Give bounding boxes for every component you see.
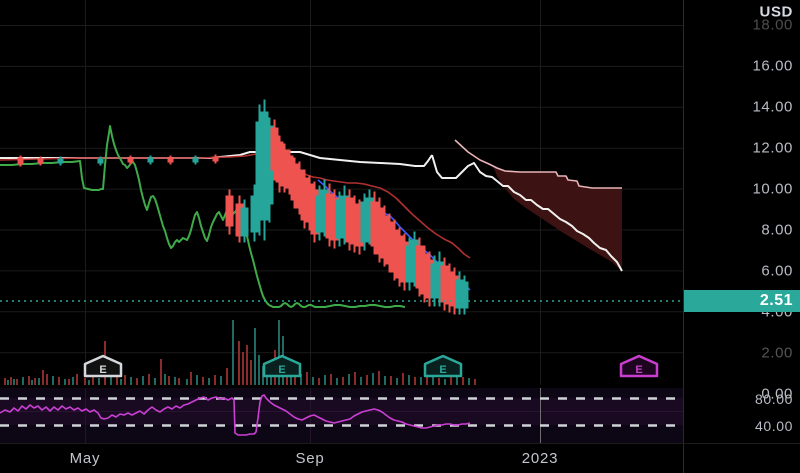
earnings-marker-4[interactable]: E <box>619 354 659 378</box>
price-tick-12: 12.00 <box>752 139 793 157</box>
axis-corner <box>683 443 800 473</box>
price-tick-8: 8.00 <box>761 221 793 239</box>
earnings-marker-label: E <box>278 364 285 376</box>
currency-unit-label: USD <box>759 3 793 21</box>
oscillator-svg[interactable] <box>0 388 683 443</box>
upper-overlay-line <box>0 152 471 259</box>
price-chart-svg[interactable]: E E E E <box>0 0 683 385</box>
earnings-marker-3[interactable]: E <box>423 354 463 378</box>
earnings-marker-2[interactable]: E <box>262 354 302 378</box>
earnings-marker-1[interactable]: E <box>83 354 123 378</box>
price-tick-0: 0.00 <box>761 385 793 403</box>
oscillator-tick-40: 40.00 <box>754 417 793 434</box>
earnings-marker-label: E <box>439 364 446 376</box>
price-tick-2: 2.00 <box>761 344 793 362</box>
oscillator-tick-80: 80.00 <box>754 390 793 407</box>
price-axis[interactable]: USD 18.00 16.00 14.00 12.00 10.00 8.00 6… <box>683 0 800 456</box>
time-tick-2023: 2023 <box>521 450 559 467</box>
forecast-line <box>431 154 623 272</box>
price-tick-6: 6.00 <box>761 262 793 280</box>
time-tick-may: May <box>69 450 101 467</box>
earnings-marker-label: E <box>99 364 106 376</box>
oscillator-pane[interactable] <box>0 388 683 443</box>
price-tick-14: 14.00 <box>752 98 793 116</box>
forecast-band-fill <box>493 166 622 271</box>
price-tick-16: 16.00 <box>752 57 793 75</box>
forecast-upper-band-line <box>454 139 622 189</box>
time-axis[interactable]: May Sep 2023 <box>0 443 683 473</box>
time-tick-sep: Sep <box>295 450 325 467</box>
earnings-marker-label: E <box>635 364 642 376</box>
green-indicator-line <box>0 125 406 308</box>
price-pane[interactable]: E E E E <box>0 0 683 385</box>
oscillator-line <box>0 394 471 436</box>
price-tick-18: 18.00 <box>752 16 793 34</box>
price-tick-10: 10.00 <box>752 180 793 198</box>
last-price-tag[interactable]: 2.51 <box>684 290 800 312</box>
candlestick-series <box>17 99 469 315</box>
